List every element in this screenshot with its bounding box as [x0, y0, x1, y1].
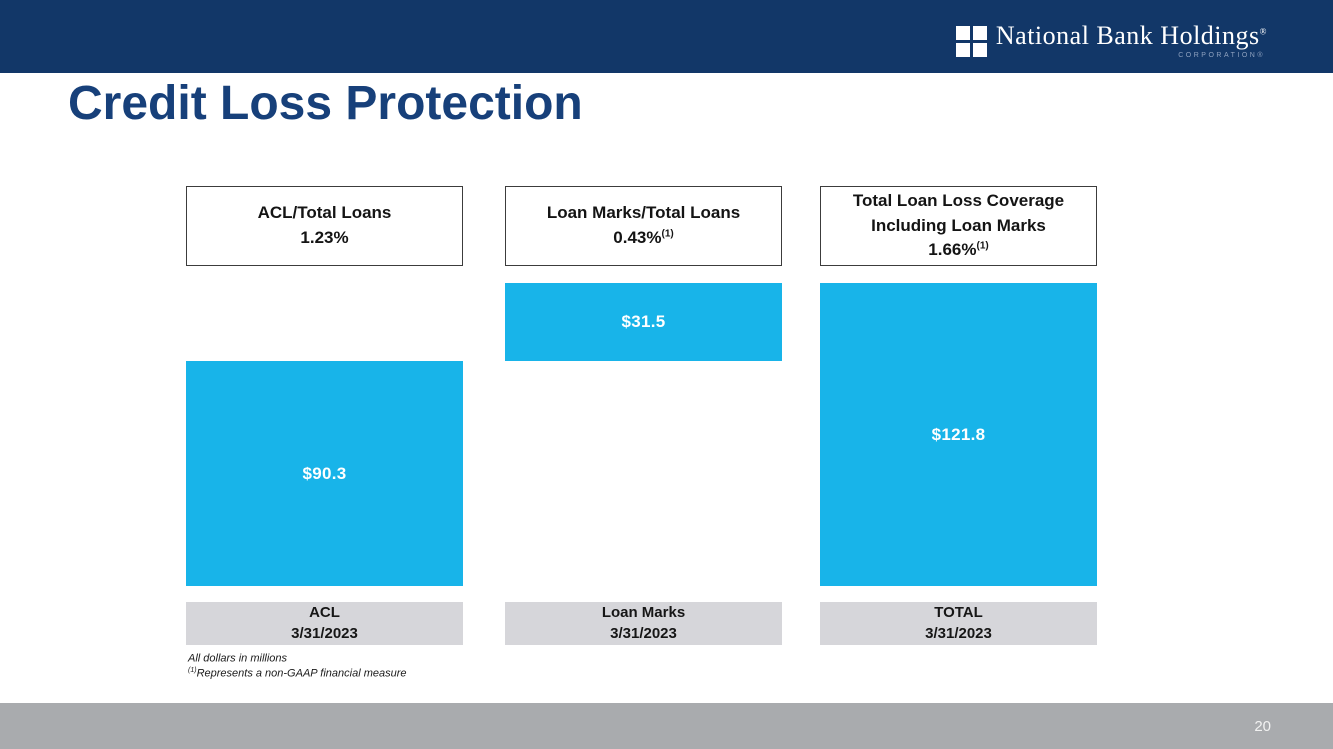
axis-label-name: TOTAL: [934, 604, 983, 622]
metric-header-loan-marks: Loan Marks/Total Loans 0.43%(1): [505, 186, 782, 266]
footnote-dollars: All dollars in millions: [188, 652, 288, 665]
axis-label-date: 3/31/2023: [610, 624, 677, 642]
axis-label-date: 3/31/2023: [291, 624, 358, 642]
page-number: 20: [1254, 717, 1271, 735]
footer-bar: 20: [0, 703, 1333, 749]
metric-header-acl: ACL/Total Loans 1.23%: [186, 186, 463, 266]
column-acl: ACL/Total Loans 1.23% $90.3 ACL 3/31/202…: [186, 186, 463, 691]
metric-percent: 0.43%(1): [613, 228, 674, 247]
metric-percent: 1.23%: [300, 228, 349, 247]
trademark-symbol: ®: [1259, 26, 1267, 37]
logo-pane: [955, 43, 970, 57]
axis-label-total: TOTAL 3/31/2023: [820, 602, 1097, 645]
metric-header-total: Total Loan Loss Coverage Including Loan …: [820, 186, 1097, 266]
column-loan-marks: Loan Marks/Total Loans 0.43%(1) $31.5 Lo…: [505, 186, 782, 691]
axis-label-date: 3/31/2023: [925, 624, 992, 642]
metric-title: Loan Marks/Total Loans: [546, 203, 741, 223]
footnote-non-gaap: (1)Represents a non-GAAP financial measu…: [188, 666, 407, 680]
bar-value-label: $31.5: [621, 312, 666, 331]
header-bar: National Bank Holdings® CORPORATION®: [0, 0, 1333, 73]
bar-loan-marks: $31.5: [505, 283, 782, 361]
bar-value-label: $90.3: [302, 463, 347, 483]
metric-percent: 1.66%(1): [928, 240, 989, 260]
axis-label-acl: ACL 3/31/2023: [186, 602, 463, 645]
chart-area-loan-marks: $31.5: [505, 283, 782, 586]
footnotes: All dollars in millions (1)Represents a …: [188, 651, 407, 681]
axis-label-loan-marks: Loan Marks 3/31/2023: [505, 602, 782, 645]
bar-value-label: $121.8: [931, 424, 986, 444]
logo-corporation-label: CORPORATION®: [1178, 51, 1265, 59]
bar-total: $121.8: [820, 283, 1097, 586]
footnote-marker: (1): [976, 240, 989, 252]
logo-pane: [972, 43, 987, 57]
chart-area-acl: $90.3: [186, 283, 463, 586]
column-total: Total Loan Loss Coverage Including Loan …: [820, 186, 1097, 691]
metric-title: Total Loan Loss Coverage: [852, 191, 1065, 211]
chart-area-total: $121.8: [820, 283, 1097, 586]
axis-label-name: Loan Marks: [601, 604, 686, 622]
page-title: Credit Loss Protection: [68, 77, 583, 130]
metric-title-line2: Including Loan Marks: [871, 215, 1046, 235]
logo-text: National Bank Holdings® CORPORATION®: [995, 21, 1267, 59]
logo-pane: [972, 26, 987, 40]
logo-company-name: National Bank Holdings®: [995, 21, 1267, 50]
axis-label-name: ACL: [309, 604, 340, 622]
metric-title: ACL/Total Loans: [257, 203, 392, 223]
footnote-marker: (1): [661, 228, 674, 240]
bar-acl: $90.3: [186, 361, 463, 586]
window-panes-icon: [955, 26, 987, 57]
company-logo: National Bank Holdings® CORPORATION®: [955, 21, 1267, 59]
logo-pane: [955, 26, 970, 40]
